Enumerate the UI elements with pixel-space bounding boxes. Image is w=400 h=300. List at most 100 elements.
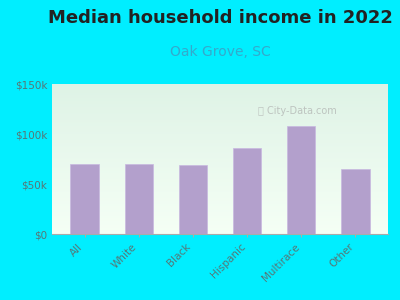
Bar	[52, 100, 388, 102]
Bar	[52, 142, 388, 144]
Bar	[52, 154, 388, 156]
Bar	[52, 218, 388, 219]
Bar	[52, 168, 388, 170]
Bar	[52, 225, 388, 226]
Bar	[52, 148, 388, 150]
Bar	[341, 169, 370, 234]
Bar	[52, 204, 388, 206]
Bar	[52, 184, 388, 186]
Bar	[52, 219, 388, 220]
Bar	[52, 93, 388, 94]
Bar	[52, 98, 388, 99]
Bar	[52, 182, 388, 183]
Bar	[52, 216, 388, 218]
Bar	[52, 178, 388, 180]
Bar	[52, 129, 388, 130]
Bar	[52, 110, 388, 111]
Bar	[52, 190, 388, 192]
Bar	[52, 132, 388, 134]
Bar	[52, 140, 388, 141]
Bar	[52, 92, 388, 93]
Bar	[52, 150, 388, 152]
Bar	[52, 103, 388, 105]
Bar	[52, 136, 388, 138]
Bar	[52, 126, 388, 128]
Bar	[52, 186, 388, 188]
Bar	[52, 207, 388, 208]
Bar	[52, 202, 388, 204]
Bar	[52, 128, 388, 129]
Bar	[52, 230, 388, 231]
Bar	[179, 165, 207, 234]
Bar	[52, 160, 388, 162]
Bar	[52, 172, 388, 174]
Bar	[52, 198, 388, 200]
Text: Median household income in 2022: Median household income in 2022	[48, 9, 392, 27]
Bar	[52, 111, 388, 112]
Bar	[52, 108, 388, 110]
Bar	[52, 195, 388, 196]
Bar	[52, 180, 388, 182]
Bar	[52, 194, 388, 195]
Text: Oak Grove, SC: Oak Grove, SC	[170, 45, 270, 59]
Bar	[52, 106, 388, 108]
Bar	[52, 123, 388, 124]
Bar	[52, 118, 388, 120]
Bar	[52, 134, 388, 135]
Bar	[52, 156, 388, 158]
Bar	[52, 124, 388, 126]
Bar	[52, 162, 388, 164]
Bar	[52, 117, 388, 118]
Bar	[52, 214, 388, 216]
Bar	[52, 114, 388, 116]
Bar	[52, 146, 388, 147]
Bar	[52, 120, 388, 122]
Bar	[52, 222, 388, 224]
Bar	[52, 174, 388, 176]
Bar	[52, 231, 388, 232]
Bar	[52, 177, 388, 178]
Bar	[52, 200, 388, 201]
Bar	[52, 84, 388, 86]
Text: ⌕ City-Data.com: ⌕ City-Data.com	[258, 106, 337, 116]
Bar	[52, 210, 388, 212]
Bar	[52, 228, 388, 230]
Bar	[287, 126, 315, 234]
Bar	[52, 169, 388, 171]
Bar	[52, 213, 388, 214]
Bar	[52, 164, 388, 165]
Bar	[52, 208, 388, 210]
Bar	[52, 94, 388, 96]
Bar	[52, 224, 388, 225]
Bar	[52, 171, 388, 172]
Bar	[52, 116, 388, 117]
Bar	[52, 102, 388, 104]
Bar	[52, 206, 388, 207]
Bar	[52, 232, 388, 234]
Bar	[52, 196, 388, 198]
Bar	[52, 88, 388, 90]
Bar	[52, 85, 388, 87]
Bar	[52, 96, 388, 98]
Bar	[52, 201, 388, 202]
Bar	[52, 176, 388, 177]
Bar	[52, 99, 388, 100]
Bar	[52, 135, 388, 136]
Bar	[52, 147, 388, 148]
Bar	[52, 212, 388, 213]
Bar	[52, 165, 388, 166]
Bar	[52, 141, 388, 142]
Bar	[52, 122, 388, 123]
Bar	[52, 226, 388, 228]
Bar	[52, 220, 388, 222]
Bar	[52, 158, 388, 159]
Bar	[52, 188, 388, 189]
Bar	[52, 130, 388, 132]
Bar	[52, 167, 388, 168]
Bar	[52, 138, 388, 140]
Bar	[52, 87, 388, 88]
Bar	[52, 90, 388, 92]
Bar	[52, 159, 388, 160]
Bar	[52, 192, 388, 194]
Bar	[52, 183, 388, 184]
